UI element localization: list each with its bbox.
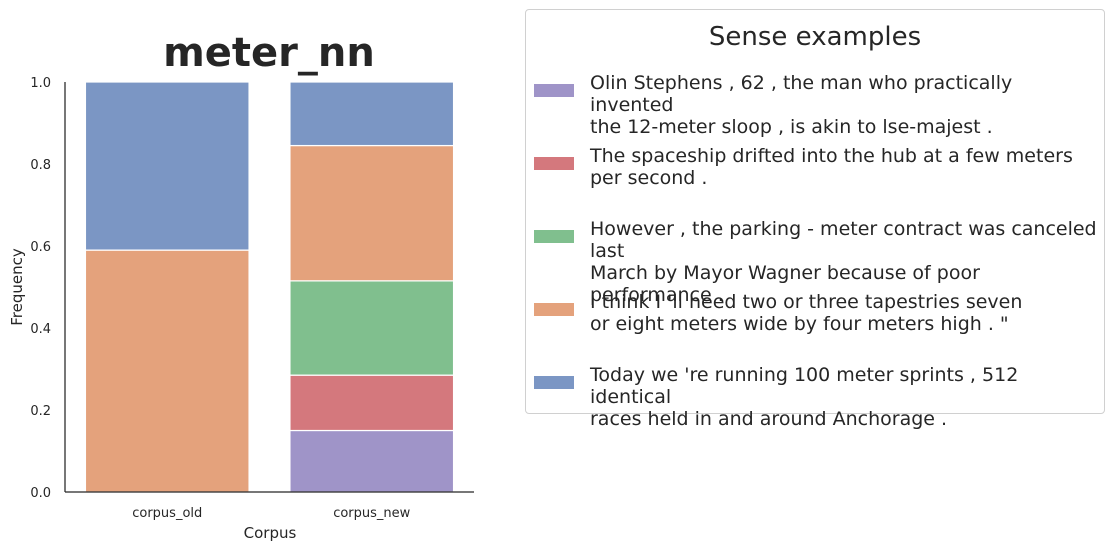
bars-group bbox=[84, 81, 455, 493]
legend-swatch bbox=[534, 157, 574, 170]
legend-text-line: the 12-meter sloop , is akin to lse-maje… bbox=[590, 116, 993, 138]
legend-item: However , the parking - meter contract w… bbox=[534, 218, 1104, 306]
y-axis-ticks: 0.0 0.2 0.4 0.6 0.8 1.0 bbox=[30, 76, 51, 501]
legend-text: However , the parking - meter contract w… bbox=[590, 218, 1100, 306]
legend-text: The spaceship drifted into the hub at a … bbox=[590, 145, 1100, 189]
legend-text-line: However , the parking - meter contract w… bbox=[590, 218, 1097, 262]
legend-swatch bbox=[534, 376, 574, 389]
y-axis-label: Frequency bbox=[8, 248, 26, 326]
legend: Sense examples Olin Stephens , 62 , the … bbox=[525, 9, 1105, 430]
y-tick-label: 0.6 bbox=[30, 240, 51, 255]
x-axis-ticks: corpus_old corpus_new bbox=[132, 506, 410, 521]
x-tick-label: corpus_new bbox=[333, 506, 410, 521]
y-tick-label: 0.8 bbox=[30, 158, 51, 173]
legend-text: Olin Stephens , 62 , the man who practic… bbox=[590, 72, 1100, 138]
legend-text-line: per second . bbox=[590, 167, 708, 189]
legend-item: Today we 're running 100 meter sprints ,… bbox=[534, 364, 1104, 430]
x-tick-label: corpus_old bbox=[132, 506, 202, 521]
legend-text-line: Olin Stephens , 62 , the man who practic… bbox=[590, 72, 1013, 116]
bar-segment bbox=[84, 249, 250, 493]
legend-text-line: March by Mayor Wagner because of poor pe… bbox=[590, 262, 980, 306]
legend-text-line: or eight meters wide by four meters high… bbox=[590, 313, 1009, 335]
legend-text-line: races held in and around Anchorage . bbox=[590, 408, 948, 430]
y-tick-label: 1.0 bbox=[30, 76, 51, 91]
legend-swatch bbox=[534, 84, 574, 97]
legend-swatch bbox=[534, 230, 574, 243]
legend-item: I think I 'll need two or three tapestri… bbox=[534, 291, 1104, 345]
x-axis-label: Corpus bbox=[244, 524, 297, 542]
bar-segment bbox=[84, 81, 250, 251]
legend-title: Sense examples bbox=[708, 22, 922, 52]
legend-text: I think I 'll need two or three tapestri… bbox=[590, 291, 1100, 335]
legend-text-line: Today we 're running 100 meter sprints ,… bbox=[590, 364, 1019, 408]
legend-swatch bbox=[534, 303, 574, 316]
chart-title: meter_nn bbox=[163, 30, 375, 76]
bar-segment bbox=[289, 280, 455, 376]
bar-segment bbox=[289, 81, 455, 147]
bar-segment bbox=[289, 429, 455, 493]
legend-text-line: I think I 'll need two or three tapestri… bbox=[590, 291, 1023, 313]
legend-item: The spaceship drifted into the hub at a … bbox=[534, 145, 1104, 199]
y-tick-label: 0.0 bbox=[30, 486, 51, 501]
legend-text: Today we 're running 100 meter sprints ,… bbox=[590, 364, 1100, 430]
legend-item: Olin Stephens , 62 , the man who practic… bbox=[534, 72, 1104, 138]
y-tick-label: 0.2 bbox=[30, 404, 51, 419]
bar-segment bbox=[289, 144, 455, 282]
legend-text-line: The spaceship drifted into the hub at a … bbox=[590, 145, 1073, 167]
y-tick-label: 0.4 bbox=[30, 322, 51, 337]
stacked-bar-chart: meter_nn 0.00.20.40.60.81.0 corpus_old co… bbox=[8, 30, 474, 542]
bar-segment bbox=[289, 374, 455, 432]
